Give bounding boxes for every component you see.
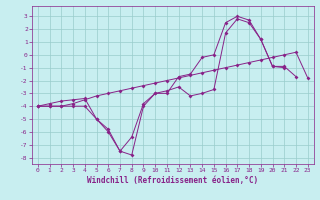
X-axis label: Windchill (Refroidissement éolien,°C): Windchill (Refroidissement éolien,°C) bbox=[87, 176, 258, 185]
